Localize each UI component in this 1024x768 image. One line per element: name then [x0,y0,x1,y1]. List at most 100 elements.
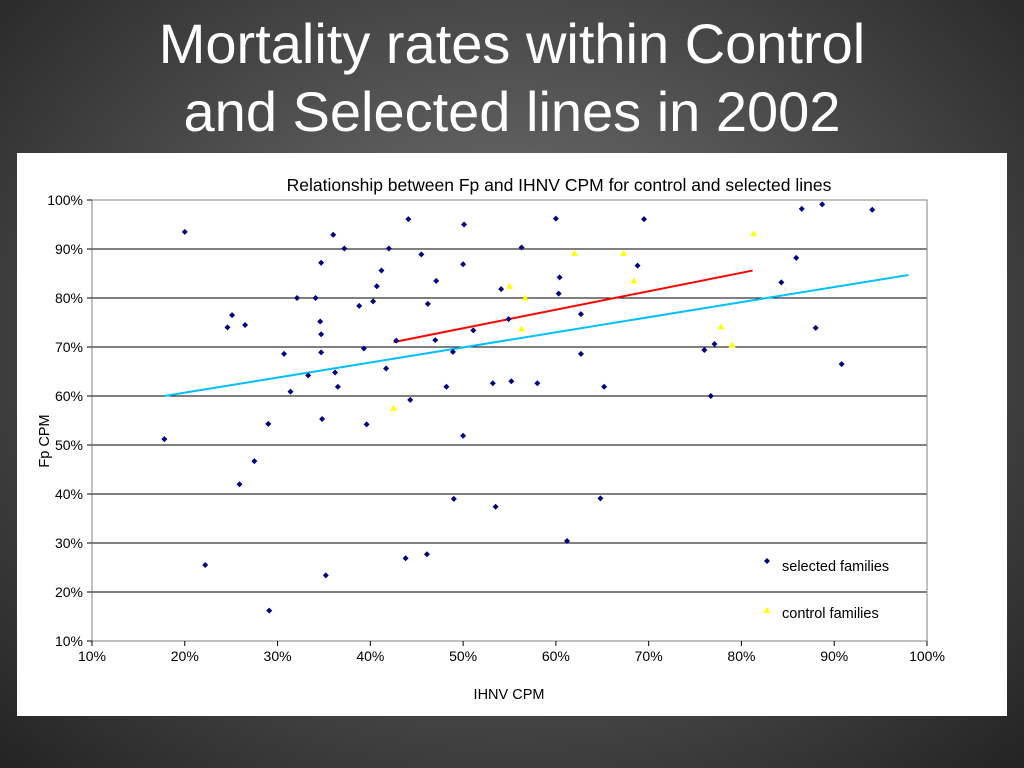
trendline-control [393,269,753,344]
legend-item-selected: selected families [764,558,889,575]
x-tick-label: 50% [449,648,477,664]
legend-label-selected: selected families [782,559,889,575]
data-point-selected [505,316,512,323]
data-point-selected [577,311,584,318]
data-point-selected [332,369,339,376]
data-point-control [717,323,725,330]
data-point-selected [281,350,288,357]
data-point-selected [838,361,845,368]
data-point-selected [405,216,412,223]
data-point-selected [161,436,168,443]
data-point-selected [305,372,312,379]
data-point-selected [707,393,714,399]
x-tick-label: 90% [820,648,848,664]
data-point-selected [383,365,390,372]
gridlines [92,248,927,593]
data-point-selected [556,274,563,281]
data-point-control [750,230,758,237]
data-point-selected [470,327,477,334]
data-point-selected [341,245,348,252]
data-point-selected [402,555,409,562]
data-point-selected [356,302,363,309]
data-point-selected [294,295,301,301]
data-point-selected [597,495,604,502]
data-point-selected [601,383,608,390]
plot-area-border [91,199,928,642]
data-point-selected [812,324,819,331]
y-tick-label: 50% [55,437,83,453]
data-point-selected [319,416,326,423]
chart-panel: Relationship between Fp and IHNV CPM for… [17,153,1007,716]
legend-marker-selected-diamond-icon [764,558,770,564]
x-axis-ticks: 10% 20% 30% 40% 50% 60% 70% 80% 90% 100% [78,641,945,664]
legend-label-control: control families [782,606,879,622]
data-point-selected [318,349,325,356]
data-point-selected [202,562,209,569]
scatter-chart: Relationship between Fp and IHNV CPM for… [37,175,945,703]
y-tick-label: 60% [55,388,83,404]
data-point-selected [641,216,648,223]
data-point-selected [711,341,718,348]
data-point-control [630,277,638,284]
data-point-selected [450,495,457,502]
data-point-selected [385,245,392,252]
data-point-selected [424,300,431,307]
y-tick-label: 80% [55,290,83,306]
y-tick-label: 30% [55,535,83,551]
data-point-selected [793,254,800,261]
data-point-selected [251,458,258,465]
x-tick-label: 20% [171,648,199,664]
data-point-selected [534,380,541,387]
data-point-control [728,341,736,348]
x-tick-label: 100% [909,648,945,664]
y-tick-label: 10% [55,633,83,649]
data-point-selected [181,228,188,235]
trendlines [164,269,909,397]
data-point-selected [318,331,325,338]
x-tick-label: 30% [264,648,292,664]
y-tick-label: 40% [55,486,83,502]
data-point-selected [378,267,385,274]
data-point-selected [423,551,430,558]
data-points [161,201,876,614]
y-tick-label: 70% [55,339,83,355]
data-point-selected [360,345,367,352]
data-point-selected [407,396,414,403]
data-point-control [518,325,526,332]
data-point-selected [555,290,562,297]
data-point-selected [460,432,467,439]
data-point-control [570,249,578,256]
slide-title: Mortality rates within Control and Selec… [0,10,1024,146]
data-point-selected [318,259,325,266]
y-axis-label: Fp CPM [37,414,53,467]
data-point-selected [492,503,499,510]
data-point-control [620,249,628,256]
data-point-selected [577,350,584,357]
data-point-selected [287,388,294,395]
data-point-selected [334,383,341,390]
data-point-selected [242,321,249,328]
x-tick-label: 40% [356,648,384,664]
data-point-selected [701,346,708,353]
data-point-selected [460,261,467,268]
data-point-selected [317,318,324,325]
y-axis-ticks: 10% 20% 30% 40% 50% 60% 70% 80% 90% 100% [47,192,92,649]
data-point-selected [508,378,515,385]
data-point-selected [433,277,440,284]
x-axis-label: IHNV CPM [474,687,545,703]
data-point-selected [236,481,243,488]
legend: selected families control families [763,558,889,622]
x-tick-label: 70% [635,648,663,664]
data-point-selected [819,201,826,208]
data-point-selected [443,383,450,390]
data-point-control [390,404,398,411]
trendline-selected [164,273,909,397]
data-point-selected [564,538,571,545]
data-point-selected [778,279,785,286]
x-tick-label: 60% [542,648,570,664]
slide-title-line-1: Mortality rates within Control [158,12,866,75]
data-point-selected [373,283,380,290]
y-tick-label: 100% [47,192,83,208]
data-point-selected [322,572,329,579]
data-point-selected [869,206,876,213]
